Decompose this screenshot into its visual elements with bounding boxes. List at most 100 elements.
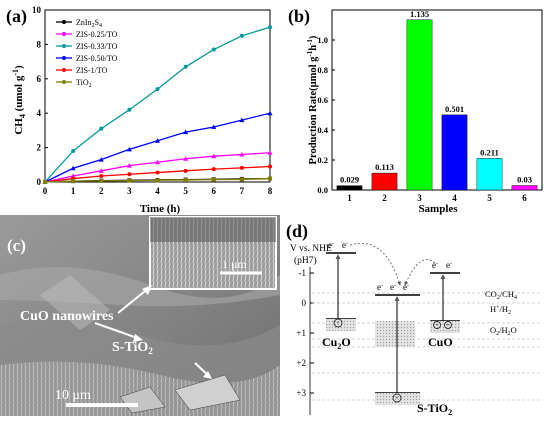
chart-b-xtick-label: 3 — [417, 193, 422, 203]
series-point — [239, 165, 244, 170]
series-point — [99, 126, 104, 131]
legend-marker — [62, 44, 66, 48]
series-point — [211, 153, 217, 159]
series-point — [267, 150, 273, 155]
series-point — [155, 159, 160, 165]
series-point — [155, 170, 160, 175]
level-o2-h2o: O2/H2O — [490, 325, 517, 337]
series-point — [268, 176, 272, 181]
series-point — [99, 178, 104, 183]
chart-a-xtick-label: 1 — [71, 186, 76, 196]
series-point — [239, 177, 244, 182]
bar-sample-3 — [406, 19, 433, 191]
scale-small-label: 1 μm — [222, 257, 247, 271]
legend-label: ZIS-0.25/TO — [76, 30, 118, 39]
chart-b-ytick-label: 0.4 — [317, 125, 328, 135]
band-axis-tick-label: +2 — [296, 358, 306, 368]
series-point — [211, 177, 216, 182]
band-axis: -1 0 +1 +2 +3 — [296, 268, 314, 398]
chart-a-xtick-label: 6 — [212, 186, 217, 196]
chart-b-xlabel: Samples — [418, 203, 458, 215]
series-point — [268, 164, 272, 169]
cu2o-electron-1: e- — [328, 240, 334, 250]
series-point — [70, 165, 76, 171]
series-point — [71, 149, 76, 154]
panel-b-label: (b) — [288, 6, 310, 27]
chart-a-ytick-label: 4 — [37, 108, 42, 118]
legend-marker — [62, 32, 66, 36]
bar-value-label: 0.029 — [340, 175, 359, 185]
series-point — [71, 179, 76, 184]
series-point — [98, 168, 104, 173]
cuo-electron-2: e- — [446, 260, 452, 270]
chart-a-ytick-label: 8 — [37, 39, 42, 49]
series-point — [127, 107, 132, 112]
band-axis-tick-label: +1 — [296, 328, 306, 338]
band-axis-tick-label: -1 — [299, 268, 307, 278]
bar-value-label: 0.03 — [517, 175, 532, 185]
s-tio2-flake — [174, 374, 241, 411]
chart-b-xtick-label: 2 — [382, 193, 387, 203]
series-point — [127, 172, 132, 177]
axis-title-nhe: V vs. NHE — [290, 244, 332, 254]
legend-marker — [62, 20, 66, 24]
chart-a-ytick-label: 10 — [32, 5, 42, 15]
stio2-electron-3: e- — [403, 282, 409, 292]
chart-b-ytick-label: 0.6 — [317, 95, 328, 105]
legend-marker — [62, 80, 66, 84]
series-point — [268, 25, 272, 30]
chart-b-ytick-label: 1.0 — [317, 35, 328, 45]
level-co2-ch4: CO2/CH4 — [485, 289, 517, 301]
transfer-arrow-cu2o — [349, 243, 401, 286]
panel-a-line-chart: 0 1 2 3 4 5 6 7 8 0 2 4 6 8 10 ZnIn2S4 ZIS-0.25/TO ZIS-0.… — [0, 0, 280, 215]
chart-b-ytick-label: 0.0 — [317, 185, 328, 195]
series-point — [239, 33, 244, 38]
cu2o-electron-2: e- — [342, 240, 348, 250]
series-point — [155, 178, 160, 183]
cuo-label: CuO — [428, 335, 453, 349]
bar-sample-6 — [511, 185, 538, 191]
cu2o-hole: + — [336, 321, 340, 327]
chart-a-xtick-label: 5 — [183, 186, 188, 196]
bar-sample-1 — [336, 185, 363, 191]
axis-title-ph: (pH7) — [294, 255, 317, 266]
chart-a-ylabel: CH4 (umol g-1) — [11, 65, 27, 135]
cu2o-label: Cu2O — [322, 335, 351, 351]
series-point — [239, 151, 245, 157]
chart-b-xtick-label: 4 — [452, 193, 457, 203]
chart-b-svg: 0.0 0.2 0.4 0.6 0.8 1.0 0.029 1 0.113 2 1.135 3 0.50… — [288, 6, 543, 215]
bar-value-label: 0.113 — [375, 162, 394, 172]
legend-label: ZIS-1/TO — [76, 66, 108, 75]
chart-a-xtick-label: 4 — [155, 186, 160, 196]
chart-a-xtick-label: 8 — [268, 186, 273, 196]
panel-b-bar-chart: 0.0 0.2 0.4 0.6 0.8 1.0 0.029 1 0.113 2 1.135 3 0.50… — [280, 0, 550, 215]
bar-sample-2 — [371, 172, 398, 191]
stio2-electron-2: e- — [390, 282, 396, 292]
series-point — [183, 177, 188, 182]
s-tio2-label: S-TiO2 — [112, 340, 153, 356]
bar-value-label: 0.501 — [445, 104, 464, 114]
band-axis-tick-label: 0 — [302, 298, 307, 308]
series-point — [211, 47, 216, 52]
chart-a-ytick-label: 6 — [37, 74, 42, 84]
chart-b-ylabel: Production Rate(μmol g-1h-1) — [306, 35, 319, 164]
panel-d-band-diagram: (d) V vs. NHE (pH7) -1 0 +1 +2 +3 + e- e- Cu… — [280, 215, 550, 417]
panel-c-label: (c) — [7, 236, 26, 255]
chart-b-xtick-label: 5 — [487, 193, 492, 203]
chart-a-xlabel: Time (h) — [140, 203, 181, 215]
transfer-arrow-cuo — [404, 259, 436, 286]
stio2-hole: + — [395, 396, 399, 402]
scale-large-label: 10 μm — [55, 388, 91, 403]
series-point — [267, 110, 273, 116]
series-point — [70, 173, 76, 178]
band-axis-tick-label: +3 — [296, 388, 306, 398]
chart-a-ytick-label: 0 — [37, 177, 42, 187]
series-point — [183, 129, 189, 135]
legend-label: ZIS-0.50/TO — [76, 54, 118, 63]
bar-value-label: 1.135 — [410, 9, 429, 19]
band-diagram-svg: (d) V vs. NHE (pH7) -1 0 +1 +2 +3 + e- e- Cu… — [286, 221, 542, 417]
series-point — [98, 157, 104, 162]
series-point — [183, 168, 188, 173]
